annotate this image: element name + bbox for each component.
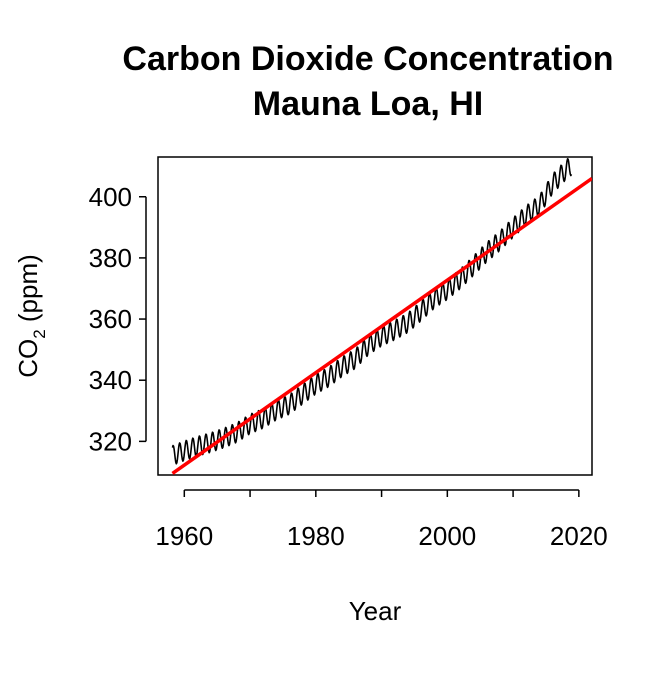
x-tick-label: 2020 <box>550 521 608 551</box>
y-axis-title: CO2 (ppm) <box>13 254 49 378</box>
linear-fit-line <box>171 176 592 475</box>
x-axis: 1960 1980 2000 2020 <box>155 489 608 551</box>
y-axis: 320 340 360 380 400 <box>89 182 147 456</box>
x-tick-label: 1980 <box>287 521 345 551</box>
x-tick-label: 2000 <box>418 521 476 551</box>
y-axis-title-subscript: 2 <box>30 329 49 338</box>
x-axis-title: Year <box>349 596 402 626</box>
y-tick-label: 360 <box>89 304 132 334</box>
chart-subtitle: Mauna Loa, HI <box>253 85 483 123</box>
y-axis-title-suffix: (ppm) <box>13 254 43 329</box>
co2-observed-line <box>171 158 573 465</box>
y-tick-label: 400 <box>89 182 132 212</box>
plot-frame <box>157 156 593 476</box>
data-layer <box>171 158 592 475</box>
y-tick-label: 320 <box>89 426 132 456</box>
y-tick-label: 340 <box>89 365 132 395</box>
x-tick-label: 1960 <box>155 521 213 551</box>
chart-title: Carbon Dioxide Concentration <box>122 40 613 78</box>
y-axis-title-main: CO <box>13 339 43 378</box>
y-tick-label: 380 <box>89 243 132 273</box>
